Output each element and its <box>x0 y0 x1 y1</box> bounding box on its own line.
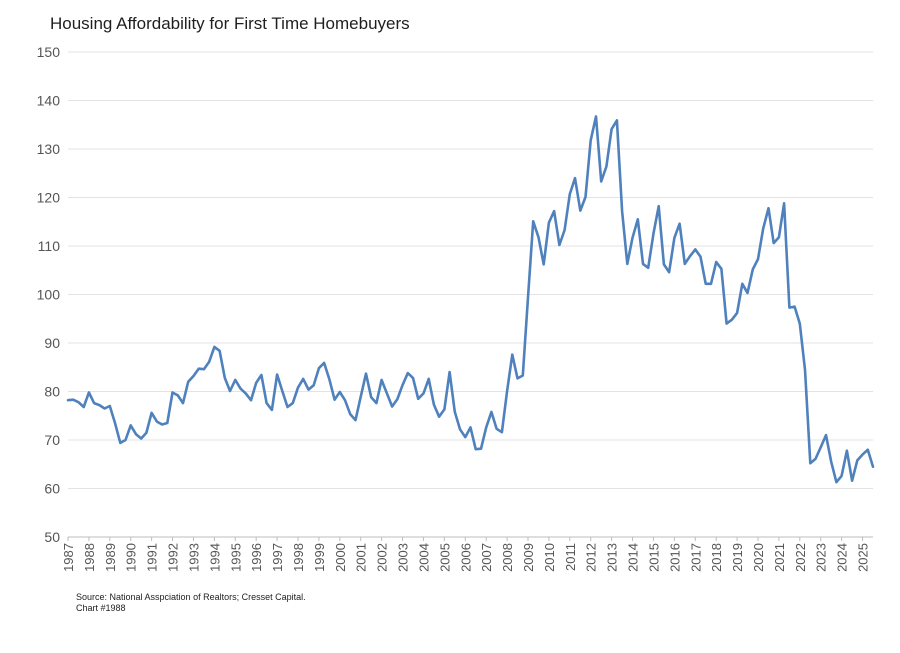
chart-title: Housing Affordability for First Time Hom… <box>50 14 410 33</box>
source-note: Source: National Asspciation of Realtors… <box>76 592 306 614</box>
x-tick-label: 2002 <box>375 543 390 572</box>
x-tick-label: 2017 <box>688 543 703 572</box>
gridlines <box>68 51 873 489</box>
x-tick-label: 2025 <box>856 543 871 572</box>
chart-number: Chart #1988 <box>76 603 126 613</box>
x-tick-label: 2022 <box>793 543 808 572</box>
x-tick-label: 1990 <box>124 543 139 572</box>
source-text: Source: National Asspciation of Realtors… <box>76 592 306 602</box>
x-tick-label: 2006 <box>458 543 473 572</box>
x-tick-label: 1996 <box>249 543 264 572</box>
x-tick-label: 2019 <box>730 543 745 572</box>
x-tick-label: 2004 <box>416 543 431 572</box>
y-tick-label: 140 <box>37 93 61 109</box>
x-tick-label: 2013 <box>605 543 620 572</box>
x-tick-label: 2008 <box>500 543 515 572</box>
x-tick-label: 1997 <box>270 543 285 572</box>
y-tick-label: 150 <box>37 44 61 60</box>
y-tick-label: 130 <box>37 141 61 157</box>
x-tick-label: 1988 <box>82 543 97 572</box>
y-tick-label: 60 <box>44 481 60 497</box>
y-tick-label: 100 <box>37 287 61 303</box>
y-tick-label: 70 <box>44 432 60 448</box>
x-tick-label: 2001 <box>354 543 369 572</box>
y-tick-label: 50 <box>44 529 60 545</box>
y-tick-label: 110 <box>38 238 61 254</box>
x-tick-label: 1989 <box>103 543 118 572</box>
x-axis-tick-labels: 1987 1988 1989 1990 1991 1992 1993 1994 1995 1996… <box>61 543 871 572</box>
x-tick-label: 2024 <box>835 543 850 572</box>
x-tick-label: 1987 <box>61 543 76 572</box>
x-tick-label: 2010 <box>542 543 557 572</box>
x-tick-label: 2023 <box>814 543 829 572</box>
x-tick-label: 2011 <box>563 543 578 571</box>
x-tick-label: 2016 <box>667 543 682 572</box>
x-tick-label: 1999 <box>312 543 327 572</box>
x-tick-label: 1992 <box>166 543 181 572</box>
x-tick-label: 2020 <box>751 543 766 572</box>
x-tick-label: 2012 <box>584 543 599 572</box>
x-tick-label: 2015 <box>646 543 661 572</box>
y-tick-label: 120 <box>37 190 61 206</box>
y-axis-tick-labels: 50 60 70 80 90 100 110 120 130 140 150 <box>37 44 61 545</box>
x-tick-label: 2009 <box>521 543 536 572</box>
x-tick-label: 2005 <box>437 543 452 572</box>
y-tick-label: 80 <box>44 384 60 400</box>
x-tick-label: 1998 <box>291 543 306 572</box>
axes <box>67 536 873 541</box>
y-tick-label: 90 <box>44 335 60 351</box>
x-tick-label: 1991 <box>145 543 160 572</box>
x-tick-label: 1994 <box>207 543 222 572</box>
x-tick-label: 2021 <box>772 543 787 572</box>
x-tick-label: 1993 <box>186 543 201 572</box>
x-tick-label: 2000 <box>333 543 348 572</box>
series-line-0 <box>66 115 875 484</box>
x-tick-label: 1995 <box>228 543 243 572</box>
x-tick-label: 2003 <box>396 543 411 572</box>
x-tick-label: 2007 <box>479 543 494 572</box>
x-tick-label: 2014 <box>626 543 641 572</box>
series-layer <box>66 115 875 484</box>
x-tick-label: 2018 <box>709 543 724 572</box>
